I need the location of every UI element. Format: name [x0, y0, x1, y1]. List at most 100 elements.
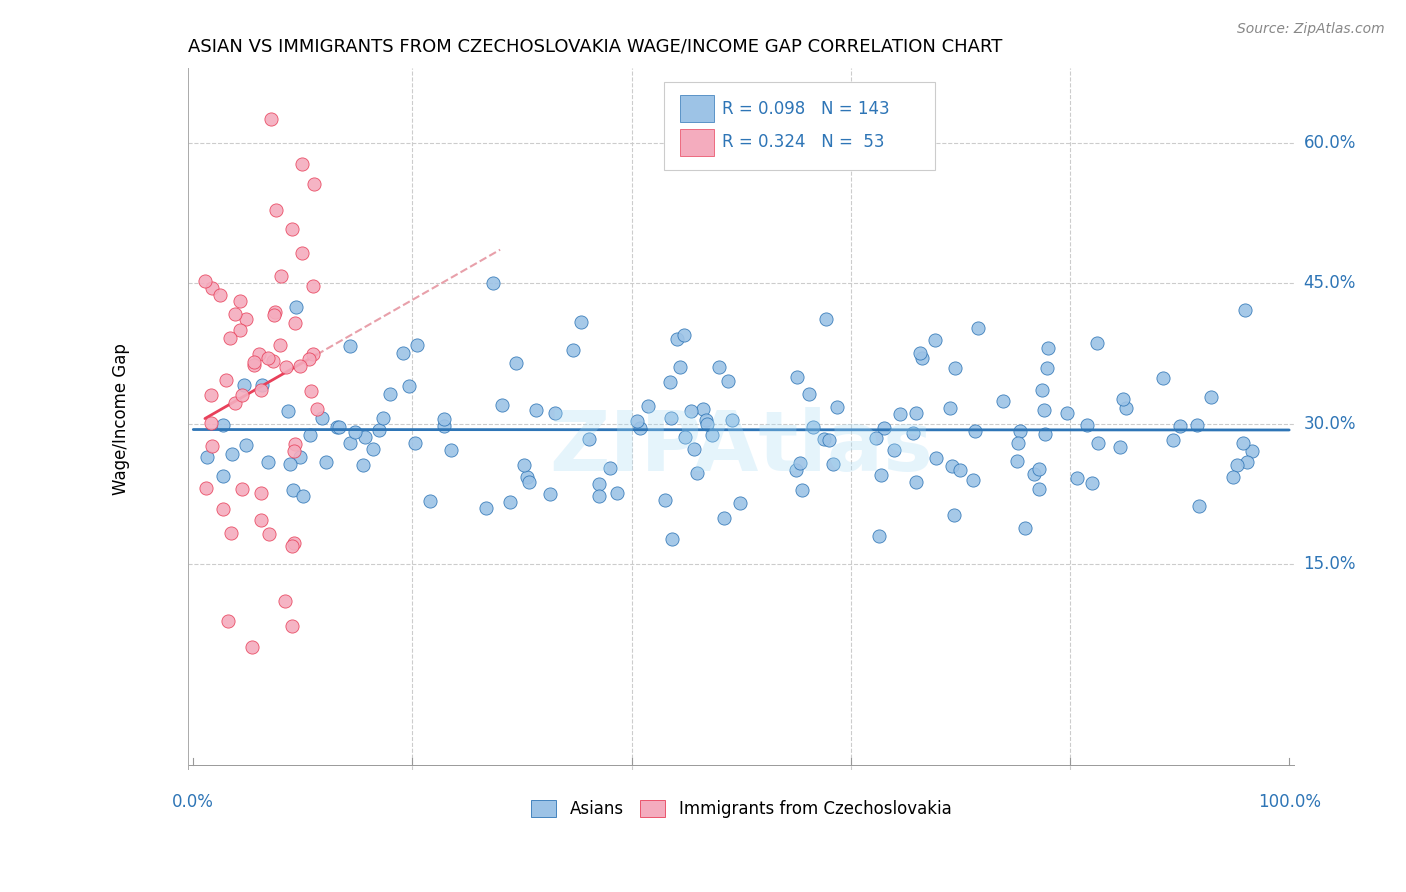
- Point: [661, 532, 683, 546]
- Text: 15.0%: 15.0%: [1303, 555, 1355, 573]
- Point: [666, 332, 689, 346]
- Point: [813, 432, 835, 446]
- Point: [301, 279, 323, 293]
- Point: [721, 413, 744, 427]
- Point: [1028, 462, 1050, 476]
- Point: [679, 404, 702, 418]
- Point: [231, 388, 253, 402]
- Text: R = 0.324   N =  53: R = 0.324 N = 53: [723, 134, 884, 152]
- Point: [516, 469, 538, 483]
- Point: [686, 466, 709, 480]
- Point: [692, 402, 714, 417]
- Point: [283, 483, 305, 497]
- Point: [659, 376, 682, 390]
- Point: [219, 331, 242, 345]
- Point: [905, 475, 928, 489]
- Point: [654, 492, 676, 507]
- Point: [1115, 401, 1137, 415]
- Point: [1187, 418, 1209, 433]
- Point: [562, 343, 585, 358]
- Point: [571, 315, 593, 329]
- Point: [200, 417, 222, 431]
- Point: [588, 489, 610, 503]
- Point: [904, 406, 927, 420]
- Point: [1168, 418, 1191, 433]
- Text: ASIAN VS IMMIGRANTS FROM CZECHOSLOVAKIA WAGE/INCOME GAP CORRELATION CHART: ASIAN VS IMMIGRANTS FROM CZECHOSLOVAKIA …: [188, 37, 1002, 55]
- Point: [578, 432, 600, 446]
- Point: [1236, 455, 1258, 469]
- Point: [371, 411, 394, 425]
- Text: 60.0%: 60.0%: [1303, 134, 1355, 152]
- Point: [326, 420, 349, 434]
- Point: [702, 427, 724, 442]
- Point: [1076, 417, 1098, 432]
- Point: [1010, 424, 1032, 438]
- Point: [818, 434, 841, 448]
- Point: [299, 428, 322, 442]
- Point: [825, 400, 848, 414]
- Point: [903, 426, 925, 441]
- Point: [1087, 436, 1109, 450]
- Point: [695, 413, 717, 427]
- Point: [869, 468, 891, 483]
- Point: [269, 338, 291, 352]
- Point: [250, 383, 273, 397]
- Point: [406, 338, 429, 352]
- Point: [673, 430, 696, 444]
- Point: [1085, 336, 1108, 351]
- Point: [419, 494, 441, 508]
- Point: [1152, 371, 1174, 385]
- Point: [276, 360, 298, 375]
- Point: [212, 418, 235, 433]
- Point: [229, 293, 252, 308]
- Point: [328, 419, 350, 434]
- Point: [962, 474, 984, 488]
- Point: [1222, 469, 1244, 483]
- Point: [339, 339, 361, 353]
- Text: 100.0%: 100.0%: [1257, 793, 1320, 812]
- Point: [1161, 433, 1184, 447]
- Point: [1109, 440, 1132, 454]
- Point: [785, 463, 807, 477]
- Point: [1033, 427, 1056, 442]
- Point: [628, 421, 651, 435]
- Point: [280, 618, 302, 632]
- Point: [1240, 443, 1263, 458]
- Point: [939, 401, 962, 416]
- Point: [1188, 499, 1211, 513]
- Point: [240, 640, 263, 654]
- Point: [491, 398, 513, 412]
- Point: [1028, 482, 1050, 496]
- Point: [217, 614, 239, 628]
- Point: [626, 414, 648, 428]
- Text: Source: ZipAtlas.com: Source: ZipAtlas.com: [1237, 22, 1385, 37]
- Point: [659, 411, 682, 425]
- Point: [513, 458, 536, 473]
- Point: [263, 308, 285, 322]
- Point: [910, 346, 932, 360]
- Point: [637, 399, 659, 413]
- Point: [797, 387, 820, 401]
- Point: [1014, 521, 1036, 535]
- Point: [991, 393, 1014, 408]
- Point: [911, 351, 934, 366]
- Point: [283, 536, 305, 550]
- Point: [257, 351, 280, 366]
- Point: [302, 178, 325, 192]
- Point: [352, 458, 374, 472]
- Point: [1007, 435, 1029, 450]
- Point: [274, 593, 297, 607]
- Point: [302, 346, 325, 360]
- Point: [943, 360, 966, 375]
- Point: [195, 450, 218, 464]
- Point: [792, 483, 814, 497]
- Text: 45.0%: 45.0%: [1303, 274, 1355, 293]
- Point: [669, 360, 692, 375]
- Point: [1005, 453, 1028, 467]
- Point: [284, 436, 307, 450]
- Point: [339, 436, 361, 450]
- Point: [305, 402, 328, 417]
- Point: [250, 513, 273, 527]
- Point: [354, 429, 377, 443]
- Point: [801, 420, 824, 434]
